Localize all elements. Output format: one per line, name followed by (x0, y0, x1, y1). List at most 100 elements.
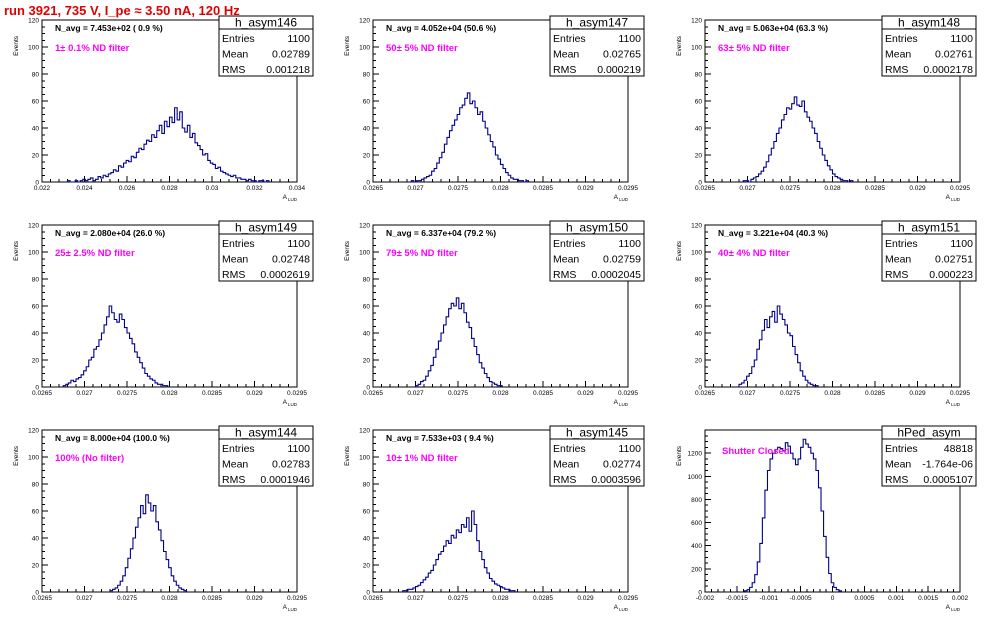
x-tick-label: 0.0265 (363, 185, 383, 192)
y-tick-label: 100 (359, 455, 370, 462)
y-tick-label: 100 (28, 45, 39, 52)
histogram-panel-h_asym150: 0 20 40 60 80 100 120 0.0265 0.027 0.0275 0.028 0.0… (344, 220, 645, 407)
stats-label: RMS (885, 474, 908, 486)
y-axis-label: Events (676, 240, 683, 261)
filter-label: 79± 5% ND filter (386, 248, 458, 259)
y-tick-label: 0 (366, 180, 370, 187)
stats-label: Mean (222, 459, 248, 471)
y-tick-label: 0 (366, 385, 370, 392)
filter-label: 50± 5% ND filter (386, 43, 458, 54)
x-axis-label: A (946, 194, 951, 201)
stats-box (881, 220, 977, 282)
y-tick-label: 120 (28, 18, 39, 25)
y-axis-label: Events (13, 240, 20, 261)
x-tick-label: 0 (831, 595, 835, 602)
x-axis-label-sub: LUD (288, 402, 298, 407)
histogram-line (742, 96, 854, 183)
y-tick-label: 80 (32, 482, 40, 489)
y-tick-label: 40 (32, 536, 40, 543)
histogram-line (66, 107, 270, 183)
y-tick-label: 80 (363, 482, 371, 489)
x-tick-label: 0.027 (739, 185, 756, 192)
stats-title: h_asym145 (566, 426, 628, 440)
x-tick-label: 0.0265 (363, 390, 383, 397)
y-tick-label: 20 (695, 153, 703, 160)
stats-label: Entries (222, 238, 255, 250)
x-tick-label: 0.027 (76, 595, 93, 602)
x-tick-label: 0.0005 (854, 595, 874, 602)
histogram-panel-h_asym147: 0 20 40 60 80 100 120 0.0265 0.027 0.0275 0.028 0.0… (344, 15, 645, 202)
x-tick-label: 0.029 (246, 595, 263, 602)
stats-value: 1100 (618, 443, 641, 455)
x-tick-label: 0.029 (577, 185, 594, 192)
x-tick-label: 0.027 (407, 390, 424, 397)
x-tick-label: 0.0285 (865, 185, 885, 192)
filter-label: 100% (No filter) (55, 453, 124, 464)
x-tick-label: 0.0285 (865, 390, 885, 397)
y-tick-label: 120 (359, 223, 370, 230)
y-tick-label: 80 (363, 277, 371, 284)
stats-box (218, 220, 314, 282)
y-tick-label: 40 (695, 331, 703, 338)
stats-label: Entries (885, 443, 918, 455)
n-avg-label: N_avg = 4.052e+04 (50.6 %) (386, 23, 496, 33)
y-tick-label: 100 (691, 250, 702, 257)
stats-label: Entries (885, 33, 918, 45)
y-tick-label: 100 (28, 250, 39, 257)
x-tick-label: 0.028 (492, 595, 509, 602)
x-tick-label: 0.0285 (533, 390, 553, 397)
histogram-panel-h_asym146: 0 20 40 60 80 100 120 0.022 0.024 0.026 0.028 0.03 0… (13, 15, 314, 202)
y-tick-label: 60 (32, 99, 40, 106)
y-tick-label: 100 (359, 250, 370, 257)
stats-label: Mean (885, 254, 911, 266)
y-tick-label: 60 (363, 99, 371, 106)
n-avg-label: N_avg = 2.080e+04 (26.0 %) (55, 228, 165, 238)
x-tick-label: 0.0295 (950, 390, 970, 397)
y-tick-label: 0 (698, 180, 702, 187)
x-tick-label: 0.0265 (32, 595, 52, 602)
x-axis-label: A (614, 194, 619, 201)
x-tick-label: 0.027 (76, 390, 93, 397)
y-tick-label: 1200 (688, 451, 703, 458)
x-tick-label: 0.027 (739, 390, 756, 397)
stats-label: RMS (222, 269, 245, 281)
stats-value: 0.02789 (272, 49, 310, 61)
stats-title: h_asym148 (898, 16, 960, 30)
x-axis-label-sub: LUD (951, 197, 961, 202)
y-axis-label: Events (676, 35, 683, 56)
y-axis-label: Events (676, 445, 683, 466)
x-tick-label: 0.0275 (780, 185, 800, 192)
y-tick-label: 20 (32, 358, 40, 365)
stats-value: 0.000219 (597, 64, 641, 76)
stats-value: 1100 (287, 238, 310, 250)
x-tick-label: -0.0015 (726, 595, 748, 602)
x-tick-label: 0.032 (246, 185, 263, 192)
x-axis-label-sub: LUD (619, 402, 629, 407)
y-tick-label: 40 (363, 126, 371, 133)
x-tick-label: 0.027 (407, 185, 424, 192)
stats-label: Entries (885, 238, 918, 250)
stats-label: RMS (885, 64, 908, 76)
x-axis-label-sub: LUD (951, 607, 961, 612)
x-tick-label: -0.0005 (790, 595, 812, 602)
stats-value: 1100 (287, 33, 310, 45)
stats-label: Mean (885, 459, 911, 471)
histogram-panel-h_asym148: 0 20 40 60 80 100 120 0.0265 0.027 0.0275 0.028 0.0… (676, 15, 977, 202)
x-tick-label: 0.0295 (618, 390, 638, 397)
x-tick-label: 0.002 (952, 595, 969, 602)
x-tick-label: 0.001 (888, 595, 905, 602)
x-tick-label: 0.0275 (117, 595, 137, 602)
x-axis-label-sub: LUD (288, 607, 298, 612)
y-tick-label: 200 (691, 566, 702, 573)
x-tick-label: -0.002 (696, 595, 715, 602)
stats-label: Entries (553, 443, 586, 455)
stats-label: RMS (553, 474, 576, 486)
x-tick-label: 0.0275 (780, 390, 800, 397)
y-tick-label: 0 (698, 590, 702, 597)
y-tick-label: 400 (691, 543, 702, 550)
x-tick-label: 0.0265 (363, 595, 383, 602)
stats-value: 48818 (944, 443, 973, 455)
stats-box (218, 425, 314, 487)
histogram-line (410, 92, 530, 183)
y-tick-label: 20 (32, 153, 40, 160)
